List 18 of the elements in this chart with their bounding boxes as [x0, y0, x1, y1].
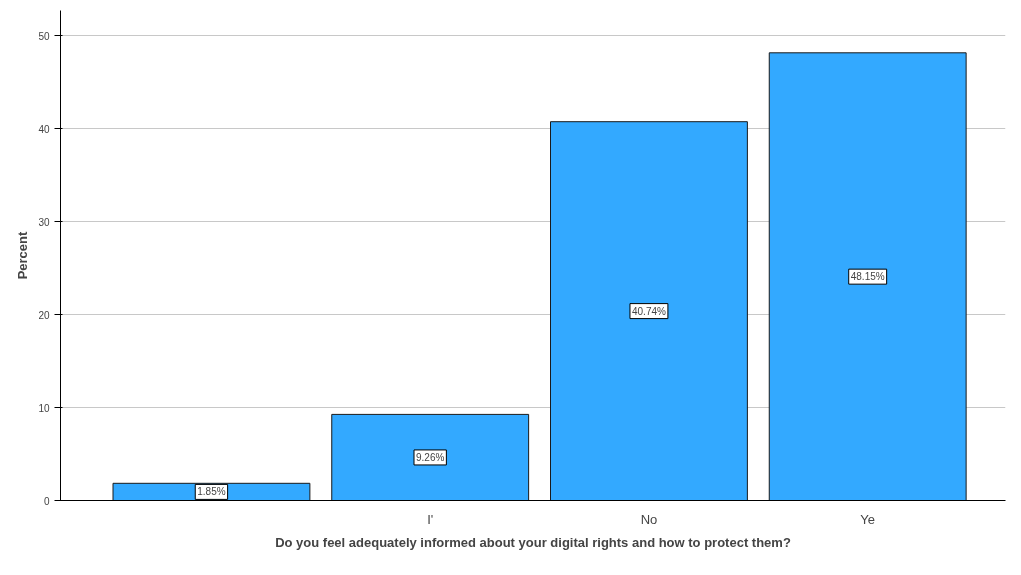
y-tick-label: 0 — [43, 495, 50, 507]
x-tick-label: Ye — [860, 511, 876, 527]
y-tick-label: 40 — [38, 123, 50, 135]
y-tick-label: 20 — [38, 309, 50, 321]
data-label: 9.26% — [416, 451, 445, 463]
y-tick-label: 30 — [38, 216, 50, 228]
y-tick-label: 50 — [38, 30, 50, 42]
data-label: 48.15% — [850, 271, 885, 283]
x-tick-label: I' — [427, 511, 434, 527]
bar — [768, 52, 967, 501]
x-axis-title: Do you feel adequately informed about your digital rights and how to protect them? — [275, 534, 791, 550]
data-label: 1.85% — [197, 486, 226, 498]
bar — [331, 413, 530, 501]
bar — [550, 121, 748, 501]
x-tick-label: No — [640, 511, 658, 527]
y-tick-label: 10 — [38, 402, 50, 414]
data-label: 40.74% — [631, 305, 666, 317]
y-axis-title: Percent — [15, 230, 31, 280]
